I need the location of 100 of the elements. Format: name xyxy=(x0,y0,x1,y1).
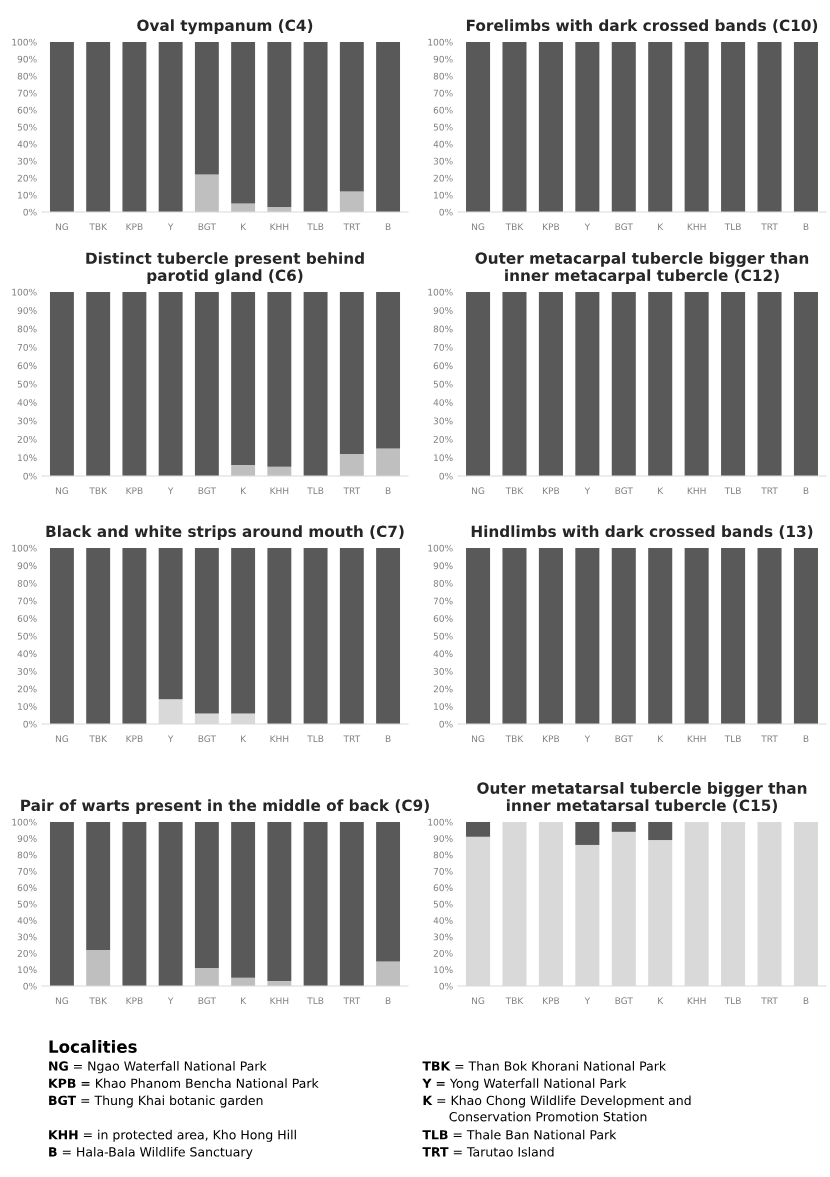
bar xyxy=(376,822,401,962)
y-tick-label: 60% xyxy=(17,362,37,370)
x-tick-label: TLB xyxy=(307,997,324,1004)
bar xyxy=(611,822,636,832)
bar xyxy=(303,42,328,212)
y-tick-label: 70% xyxy=(17,343,37,351)
x-tick-label: TBK xyxy=(505,487,524,494)
x-tick-label: BGT xyxy=(198,487,217,495)
x-tick-label: TLB xyxy=(724,735,741,742)
text: NG = Ngao Waterfall National Park xyxy=(49,1061,267,1074)
x-tick-label: NG xyxy=(472,735,485,743)
y-tick-label: 90% xyxy=(17,307,37,314)
x-tick-label: K xyxy=(658,997,664,1004)
x-tick-label: B xyxy=(385,487,391,494)
y-tick-label: 90% xyxy=(17,562,37,570)
bar xyxy=(194,967,219,986)
x-tick-label: Y xyxy=(584,735,591,742)
y-tick-label: 50% xyxy=(433,123,453,131)
chart-title: Outer metacarpal tubercle bigger than inner metacarpal tubercle (C12) xyxy=(475,252,809,285)
x-tick-label: K xyxy=(241,223,247,230)
bar xyxy=(86,292,111,476)
x-tick-label: NG xyxy=(55,997,69,1005)
y-tick-label: 60% xyxy=(433,884,453,892)
bar xyxy=(231,822,256,978)
x-tick-label: TLB xyxy=(307,487,324,494)
y-tick-label: 90% xyxy=(433,835,453,842)
x-tick-label: KHH xyxy=(687,223,706,230)
x-tick-label: B xyxy=(803,487,809,494)
y-tick-label: 50% xyxy=(17,123,37,131)
x-tick-label: K xyxy=(241,997,247,1004)
bar xyxy=(267,292,292,467)
y-tick-label: 30% xyxy=(433,933,453,941)
bar xyxy=(49,292,74,476)
bar xyxy=(158,292,183,476)
y-tick-label: 0% xyxy=(23,982,37,990)
x-tick-label: TRT xyxy=(761,223,778,230)
bar xyxy=(49,42,74,212)
bar xyxy=(575,822,600,845)
chart-title: Oval tympanum (C4) xyxy=(137,19,313,35)
y-tick-label: 70% xyxy=(17,597,37,605)
x-tick-label: TRT xyxy=(343,997,361,1004)
x-tick-label: KHH xyxy=(687,735,706,742)
x-tick-label: BGT xyxy=(198,735,217,743)
y-tick-label: 90% xyxy=(17,835,37,842)
y-tick-label: 30% xyxy=(433,157,453,165)
y-tick-label: 10% xyxy=(18,191,37,199)
bar xyxy=(339,191,364,212)
y-tick-label: 10% xyxy=(18,966,37,974)
y-tick-label: 10% xyxy=(434,191,453,199)
chart-title: Hindlimbs with dark crossed bands (13) xyxy=(471,525,813,539)
x-tick-label: KPB xyxy=(543,997,560,1004)
chart-title: Black and white strips around mouth (C7) xyxy=(46,525,404,541)
bar xyxy=(86,949,111,986)
y-tick-label: 90% xyxy=(433,307,453,314)
y-tick-label: 0% xyxy=(23,208,37,216)
bar xyxy=(339,292,364,454)
y-tick-label: 0% xyxy=(439,208,453,216)
bar xyxy=(376,42,401,212)
y-tick-label: 80% xyxy=(433,72,453,80)
x-tick-label: TRT xyxy=(343,223,361,230)
x-tick-label: B xyxy=(803,223,809,230)
x-tick-label: Y xyxy=(584,223,591,230)
y-tick-label: 70% xyxy=(17,867,37,875)
x-tick-label: KPB xyxy=(126,487,143,494)
bar xyxy=(86,548,111,724)
y-tick-label: 30% xyxy=(433,667,453,675)
y-tick-label: 70% xyxy=(433,867,453,875)
text: Y = Yong Waterfall National Park xyxy=(422,1078,627,1091)
x-tick-label: TLB xyxy=(307,735,324,742)
y-tick-label: 20% xyxy=(433,174,453,182)
x-tick-label: KPB xyxy=(126,735,143,742)
x-tick-label: KPB xyxy=(543,223,560,230)
y-tick-label: 80% xyxy=(433,579,453,587)
x-tick-label: TBK xyxy=(89,223,108,230)
bar xyxy=(303,292,328,476)
x-tick-label: TRT xyxy=(761,997,778,1004)
bar xyxy=(376,548,401,724)
x-tick-label: K xyxy=(658,487,664,494)
y-tick-label: 30% xyxy=(17,667,37,675)
y-tick-label: 60% xyxy=(433,362,453,370)
y-tick-label: 80% xyxy=(17,325,37,333)
bar xyxy=(158,42,183,212)
y-tick-label: 50% xyxy=(17,632,37,640)
y-tick-label: 60% xyxy=(17,884,37,892)
x-tick-label: KPB xyxy=(126,997,143,1004)
y-tick-label: 20% xyxy=(17,685,37,693)
x-tick-label: TRT xyxy=(343,487,361,494)
y-tick-label: 40% xyxy=(17,917,37,924)
x-tick-label: B xyxy=(385,223,391,230)
text: KPB = Khao Phanom Bencha National Park xyxy=(49,1078,319,1088)
bar xyxy=(158,822,183,986)
bar xyxy=(648,822,673,841)
x-tick-label: NG xyxy=(472,223,485,231)
x-tick-label: TBK xyxy=(505,997,524,1004)
bar xyxy=(376,961,401,986)
y-tick-label: 20% xyxy=(17,949,37,957)
x-tick-label: KPB xyxy=(543,735,560,742)
y-tick-label: 100% xyxy=(428,288,453,296)
bar xyxy=(122,548,147,724)
x-tick-label: KHH xyxy=(270,223,289,230)
